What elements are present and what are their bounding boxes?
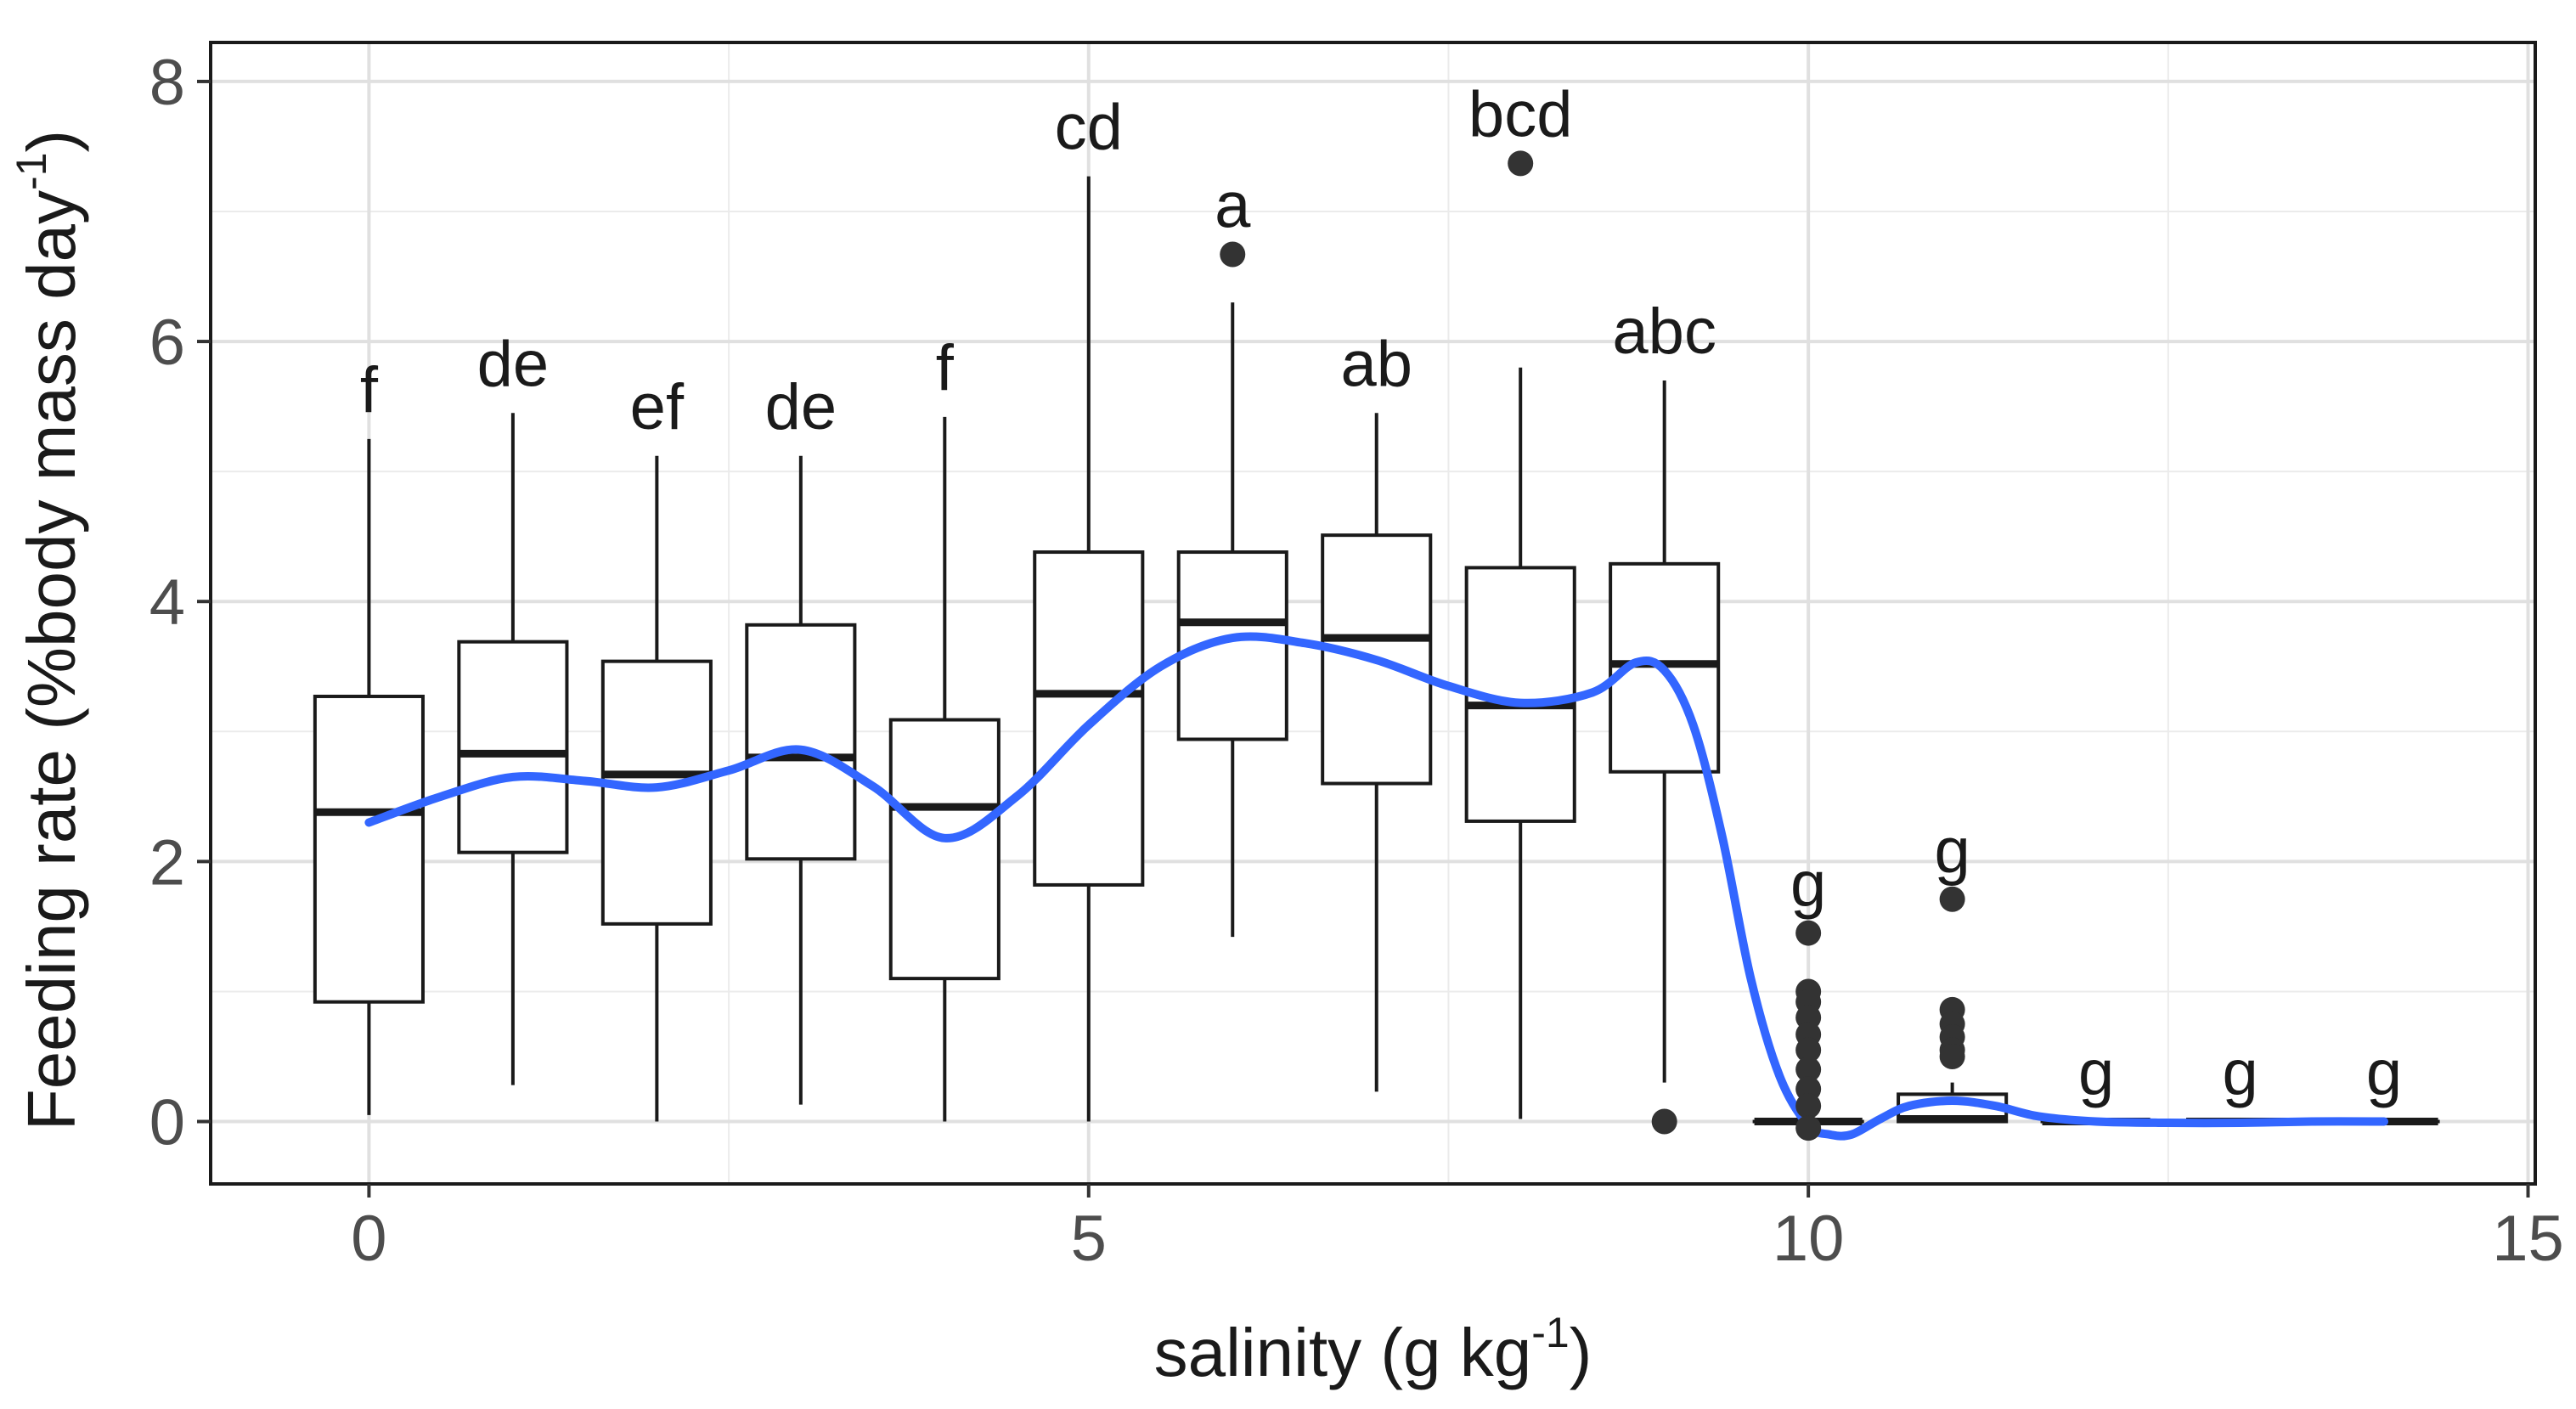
outlier-point bbox=[1795, 1115, 1822, 1141]
significance-letter: g bbox=[2222, 1037, 2258, 1109]
x-tick-label: 15 bbox=[2492, 1203, 2564, 1275]
significance-letter: ef bbox=[630, 371, 685, 443]
boxplot-4 bbox=[888, 416, 1001, 1122]
smooth-curve bbox=[364, 632, 2389, 1141]
significance-letter: a bbox=[1215, 170, 1251, 242]
box-iqr bbox=[1464, 566, 1576, 823]
outlier-point bbox=[1508, 150, 1534, 177]
x-axis-ticks: 0 5 10 15 bbox=[351, 1184, 2564, 1275]
outlier-point bbox=[1220, 241, 1246, 268]
significance-letter: bcd bbox=[1468, 78, 1573, 150]
x-tick-label: 5 bbox=[1071, 1203, 1107, 1275]
boxplot-2 bbox=[600, 455, 713, 1122]
box-iqr bbox=[457, 640, 569, 854]
y-tick-label: 6 bbox=[149, 307, 185, 379]
significance-letter: g bbox=[2366, 1037, 2402, 1109]
box-iqr bbox=[313, 694, 425, 1004]
outlier-point bbox=[1795, 920, 1822, 946]
outlier-point bbox=[1651, 1108, 1677, 1135]
box-iqr bbox=[745, 623, 857, 861]
x-axis-title-close: ) bbox=[1570, 1315, 1592, 1390]
x-tick-label: 0 bbox=[351, 1203, 386, 1275]
outlier-point bbox=[1795, 1057, 1822, 1083]
y-tick-label: 8 bbox=[149, 47, 185, 119]
y-axis-title: Feeding rate (%body mass day-1) bbox=[8, 130, 89, 1130]
significance-letter: g bbox=[1934, 814, 1970, 887]
y-axis-title-main: Feeding rate (%body mass day bbox=[14, 190, 89, 1130]
significance-letters: f de ef de f cd a ab bcd abc g g g g g bbox=[360, 78, 2402, 1108]
y-tick-label: 0 bbox=[149, 1087, 185, 1159]
panel-border bbox=[209, 41, 2537, 1186]
grid-minor bbox=[211, 42, 2535, 1184]
x-axis-title: salinity (g kg-1) bbox=[1154, 1309, 1592, 1390]
outlier-point bbox=[1939, 886, 1965, 912]
smooth-curve-layer bbox=[364, 632, 2389, 1141]
y-axis-title-close: ) bbox=[14, 130, 89, 153]
significance-letter: g bbox=[2078, 1037, 2114, 1109]
box-iqr bbox=[1033, 550, 1145, 887]
significance-letter: abc bbox=[1612, 296, 1716, 368]
significance-letter: cd bbox=[1055, 92, 1123, 164]
significance-letter: f bbox=[936, 332, 955, 404]
significance-letter: f bbox=[360, 354, 379, 426]
outlier-point bbox=[1795, 1093, 1822, 1119]
significance-letter: de bbox=[477, 328, 550, 400]
outliers bbox=[1220, 150, 1965, 1141]
boxplot-8 bbox=[1464, 367, 1576, 1119]
boxplot-1 bbox=[457, 413, 569, 1085]
y-axis-title-sup: -1 bbox=[8, 152, 55, 189]
y-tick-label: 4 bbox=[149, 566, 185, 639]
box-iqr bbox=[888, 718, 1001, 981]
outlier-point bbox=[1795, 1037, 1822, 1063]
y-axis-ticks: 0 2 4 6 8 bbox=[149, 47, 211, 1159]
x-axis-title-main: salinity (g kg bbox=[1154, 1315, 1532, 1390]
box-iqr bbox=[600, 659, 713, 926]
y-tick-label: 2 bbox=[149, 826, 185, 899]
boxplot-3 bbox=[745, 455, 857, 1105]
boxplot-5 bbox=[1033, 176, 1145, 1122]
x-tick-label: 10 bbox=[1773, 1203, 1845, 1275]
significance-letter: de bbox=[765, 371, 837, 443]
significance-letter: g bbox=[1790, 848, 1826, 921]
x-axis-title-sup: -1 bbox=[1531, 1309, 1569, 1356]
significance-letter: ab bbox=[1340, 328, 1412, 400]
outlier-point bbox=[1939, 1043, 1965, 1069]
